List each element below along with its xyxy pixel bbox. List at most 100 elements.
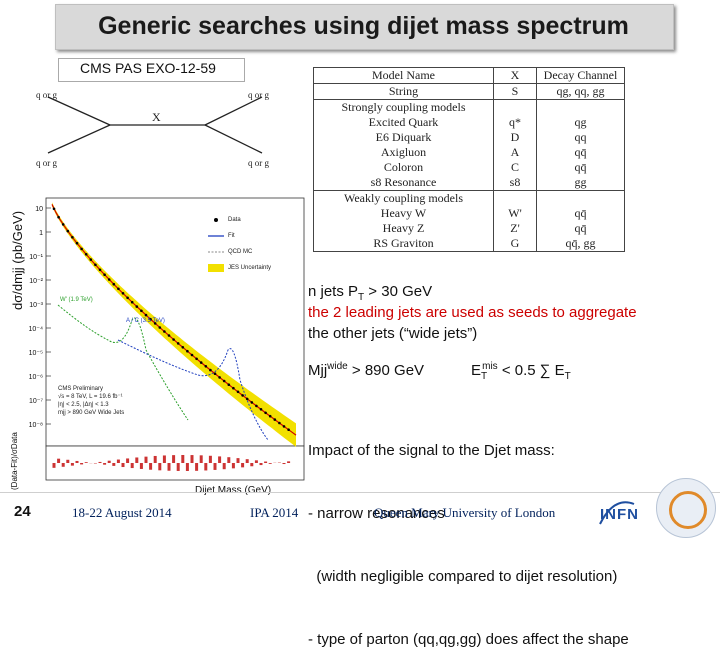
data-point <box>228 383 231 386</box>
infn-logo: INFN <box>594 494 652 534</box>
table-cell: qq̄ <box>537 221 625 236</box>
table-cell: s8 <box>494 175 537 191</box>
ratio-bar <box>126 458 129 463</box>
ratio-bar <box>204 463 207 470</box>
table-cell: qg, qq, gg <box>537 84 625 100</box>
ratio-bar <box>103 463 106 465</box>
table-cell: gg <box>537 175 625 191</box>
ratio-bar <box>200 455 203 463</box>
ratio-bar <box>112 463 115 466</box>
table-cell: q* <box>494 115 537 130</box>
cms-text-line: √s = 8 TeV, L = 19.6 fb⁻¹ <box>58 393 124 401</box>
data-point <box>103 273 106 276</box>
ratio-bar <box>122 463 125 467</box>
ratio-bar <box>186 463 189 471</box>
signal-w-label: W' (1.9 TeV) <box>60 297 93 303</box>
table-cell <box>494 191 537 207</box>
incoming-parton-top <box>48 97 110 125</box>
data-point <box>283 425 286 428</box>
data-point <box>177 342 180 345</box>
impact-line: Impact of the signal to the Djet mass: <box>308 440 718 461</box>
detector-ring <box>669 491 707 529</box>
ratio-bar <box>163 455 166 463</box>
ratio-bar <box>246 459 249 463</box>
infn-logo-text: INFN <box>600 506 639 523</box>
table-cell: qq̄ <box>537 206 625 221</box>
data-point <box>287 428 290 431</box>
table-cell: Weakly coupling models <box>314 191 494 207</box>
ratio-bar <box>135 457 138 463</box>
legend-entry: Data <box>228 217 241 223</box>
data-point <box>232 387 235 390</box>
ratio-bar <box>223 463 226 469</box>
text-fragment: Mjj <box>308 362 327 379</box>
incoming-parton-bottom <box>48 125 110 153</box>
text-fragment: E <box>471 362 481 379</box>
data-point <box>126 297 129 300</box>
reference-label: CMS PAS EXO-12-59 <box>80 60 216 76</box>
table-section-row: Weakly coupling models <box>314 191 625 207</box>
ratio-bar <box>145 457 148 463</box>
footer-event: IPA 2014 <box>250 505 298 521</box>
ratio-bar <box>237 458 240 463</box>
data-point <box>80 248 83 251</box>
data-point <box>85 253 88 256</box>
data-point <box>260 408 263 411</box>
table-cell: qg <box>537 115 625 130</box>
text-fragment: > 30 GeV <box>364 283 432 300</box>
table-cell: qq̄ <box>537 145 625 160</box>
impact-line: - type of parton (qq,qg,gg) does affect … <box>308 629 718 650</box>
data-point <box>251 401 254 404</box>
text-fragment: T <box>565 371 571 382</box>
table-cell: A <box>494 145 537 160</box>
ratio-bar <box>241 463 244 467</box>
signal-a-label: A / C (3.5 TeV) <box>126 318 165 324</box>
data-point <box>218 376 221 379</box>
data-point <box>122 292 125 295</box>
footer-institution: Queen Mary University of London <box>374 505 555 521</box>
detector-logo-icon <box>656 478 716 538</box>
text-fragment: wide <box>327 361 348 372</box>
data-point <box>182 346 185 349</box>
table-cell: s8 Resonance <box>314 175 494 191</box>
legend-data-marker <box>214 218 218 222</box>
data-point <box>131 301 134 304</box>
ratio-bar <box>57 459 60 463</box>
mjj-cut-text: Mjjwide > 890 GeV <box>308 356 424 381</box>
ratio-bar <box>227 457 230 463</box>
cms-text-line: |η| < 2.5, |Δη| < 1.3 <box>58 401 124 409</box>
slide-title: Generic searches using dijet mass spectr… <box>55 12 672 41</box>
plot-ylabel: dσ/dmjj (pb/GeV) <box>10 211 25 310</box>
table-cell <box>537 191 625 207</box>
y-tick-label: 10⁻⁵ <box>29 350 43 357</box>
table-cell: Axigluon <box>314 145 494 160</box>
data-point <box>223 380 226 383</box>
highlighted-text: the 2 leading jets <box>308 304 421 321</box>
ratio-bar <box>232 463 235 468</box>
data-point <box>195 358 198 361</box>
table-header-row: Model Name X Decay Channel <box>314 68 625 84</box>
parton-label: q or g <box>248 90 269 100</box>
data-point <box>113 283 116 286</box>
header-x: X <box>494 68 537 84</box>
text-fragment: are used as seeds to aggregate <box>421 304 636 321</box>
data-point <box>62 223 65 226</box>
y-tick-label: 10⁻⁶ <box>29 374 43 381</box>
ratio-bar <box>287 461 290 463</box>
table-cell: W' <box>494 206 537 221</box>
y-tick-label: 10 <box>35 206 43 213</box>
header-decay-channel: Decay Channel <box>537 68 625 84</box>
ratio-bar <box>62 463 65 467</box>
data-point <box>264 412 267 415</box>
table-cell: Strongly coupling models <box>314 100 494 116</box>
table-section-row: Strongly coupling models <box>314 100 625 116</box>
data-point <box>246 398 249 401</box>
ratio-bar <box>99 462 102 463</box>
data-point <box>200 361 203 364</box>
ratio-bar <box>177 463 180 471</box>
ratio-bar <box>214 463 217 470</box>
